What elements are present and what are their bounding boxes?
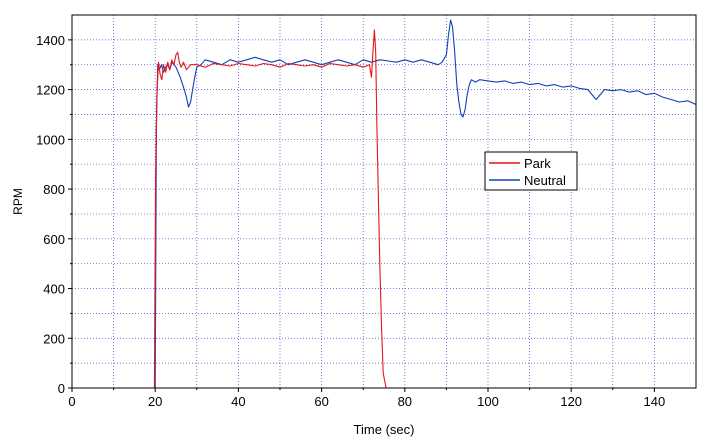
y-tick-label: 0: [58, 381, 65, 396]
x-tick-label: 20: [148, 394, 162, 409]
legend-label-neutral: Neutral: [524, 173, 566, 188]
x-tick-label: 140: [644, 394, 666, 409]
y-tick-label: 1000: [36, 132, 65, 147]
x-tick-label: 80: [398, 394, 412, 409]
legend-label-park: Park: [524, 156, 551, 171]
y-tick-label: 600: [43, 232, 65, 247]
x-tick-label: 100: [477, 394, 499, 409]
y-tick-label: 800: [43, 182, 65, 197]
legend-box: [484, 151, 578, 191]
x-axis-label: Time (sec): [354, 422, 415, 437]
x-tick-label: 120: [560, 394, 582, 409]
x-tick-label: 40: [231, 394, 245, 409]
y-axis-label: RPM: [11, 188, 25, 215]
axis-ticks: 0 20 40 60 80 100 120 1400200400600800100012001…: [36, 33, 665, 409]
y-tick-label: 1200: [36, 83, 65, 98]
y-tick-label: 1400: [36, 33, 65, 48]
series-line-park: [72, 29, 696, 389]
grid-lines: [72, 15, 696, 388]
x-tick-label: 0: [68, 394, 75, 409]
plot-area-frame: [71, 14, 697, 389]
legend: Park Neutral: [484, 151, 578, 191]
y-tick-label: 200: [43, 331, 65, 346]
series-line-neutral: [72, 19, 697, 389]
y-tick-label: 400: [43, 282, 65, 297]
series-lines: [72, 19, 697, 389]
x-tick-label: 60: [314, 394, 328, 409]
